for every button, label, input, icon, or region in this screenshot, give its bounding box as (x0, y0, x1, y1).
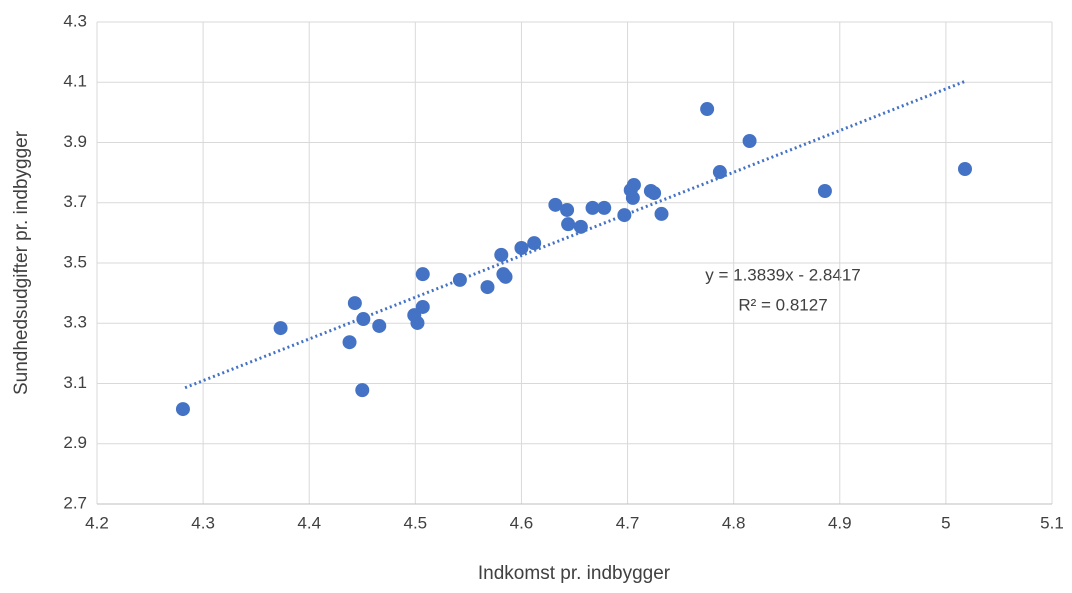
point (498, 269, 513, 284)
point (560, 202, 575, 217)
point (480, 280, 495, 295)
x-tick-label: 4.7 (616, 513, 640, 532)
x-tick-label: 5 (941, 513, 950, 532)
point (700, 102, 715, 117)
x-axis-label: Indkomst pr. indbygger (478, 563, 671, 584)
y-tick-label: 2.9 (63, 433, 87, 452)
y-tick-label: 3.1 (63, 373, 87, 392)
point (273, 321, 288, 336)
point (175, 402, 190, 417)
y-tick-label: 3.3 (63, 313, 87, 332)
y-tick-label: 3.5 (63, 252, 87, 271)
point (342, 335, 357, 350)
y-tick-label: 3.9 (63, 132, 87, 151)
point (410, 315, 425, 330)
trendline (184, 79, 966, 390)
point (626, 177, 641, 192)
x-tick-label: 4.8 (722, 513, 746, 532)
x-tick-label: 4.9 (828, 513, 852, 532)
point (415, 299, 430, 314)
point (957, 162, 972, 177)
y-tick-label: 4.1 (63, 72, 87, 91)
point (654, 206, 669, 221)
y-axis-label: Sundhedsudgifter pr. indbygger (11, 130, 32, 395)
x-tick-label: 4.4 (297, 513, 321, 532)
point (573, 219, 588, 234)
point (625, 190, 640, 205)
point (415, 267, 430, 282)
point (548, 197, 563, 212)
x-tick-label: 4.2 (85, 513, 109, 532)
y-tick-label: 2.7 (63, 493, 87, 512)
point (372, 318, 387, 333)
y-tick-label: 3.7 (63, 192, 87, 211)
point (712, 165, 727, 180)
point (514, 240, 529, 255)
x-tick-label: 4.5 (404, 513, 428, 532)
point (527, 236, 542, 251)
point (561, 217, 576, 232)
point (347, 296, 362, 311)
point (585, 200, 600, 215)
point (817, 184, 832, 199)
y-tick-label: 4.3 (63, 11, 87, 30)
x-tick-label: 4.3 (191, 513, 215, 532)
point (494, 247, 509, 262)
trend-r-squared: R² = 0.8127 (738, 295, 827, 314)
point (597, 200, 612, 215)
trend-equation: y = 1.3839x - 2.8417 (705, 265, 860, 284)
x-tick-label: 4.6 (510, 513, 534, 532)
point (647, 186, 662, 201)
point (355, 383, 370, 398)
point (742, 133, 757, 148)
x-tick-label: 5.1 (1040, 513, 1064, 532)
